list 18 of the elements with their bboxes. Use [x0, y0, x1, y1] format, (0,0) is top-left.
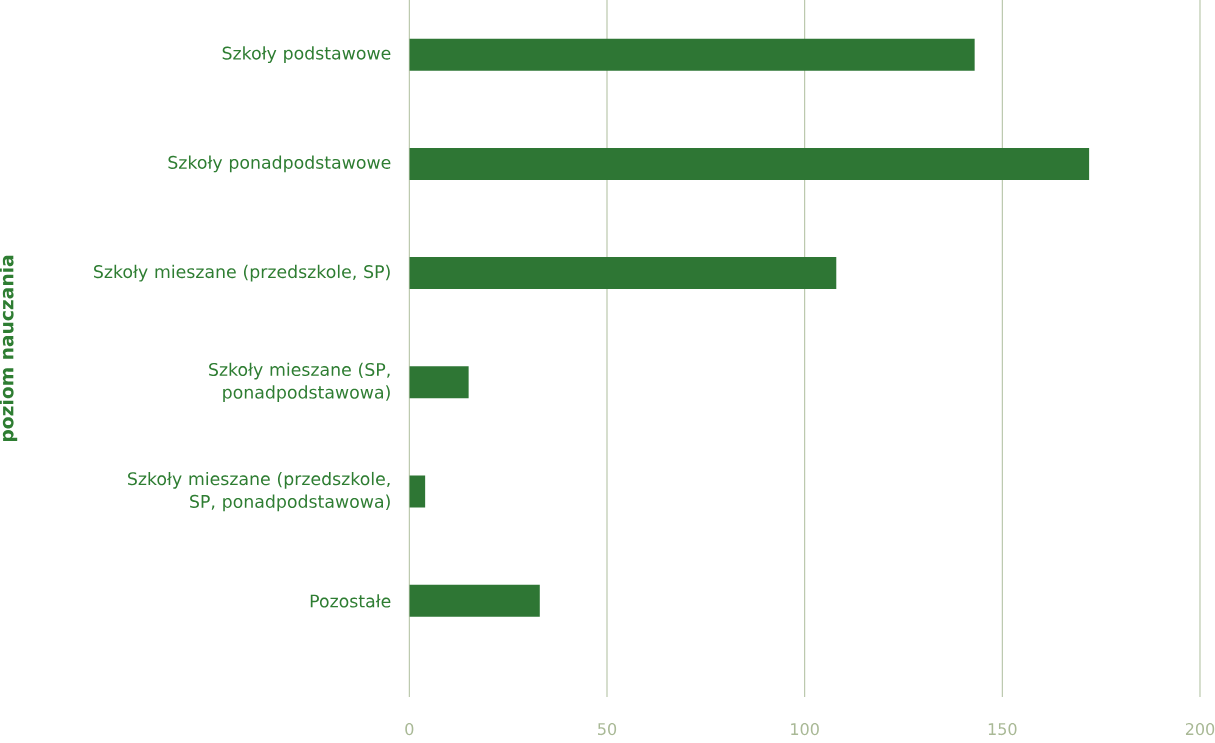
- y-tick-label: Szkoły mieszane (SP, ponadpodstawowa): [209, 362, 390, 403]
- y-tick-label: Szkoły mieszane (przedszkole, SP): [94, 264, 390, 282]
- y-axis-title: poziom nauczania: [0, 255, 18, 442]
- x-tick-label: 150: [988, 723, 1017, 736]
- x-tick-label: 50: [598, 723, 617, 736]
- bar: [409, 475, 426, 508]
- bar: [409, 38, 975, 71]
- y-tick-label: Szkoły ponadpodstawowe: [168, 155, 391, 173]
- x-tick-label: 200: [1185, 723, 1215, 736]
- bar: [409, 366, 469, 399]
- bar: [409, 257, 837, 290]
- x-tick-label: 0: [405, 723, 414, 736]
- x-tick-label: 100: [791, 723, 819, 736]
- y-tick-label: Szkoły podstawowe: [222, 46, 391, 64]
- y-tick-label: Pozostałe: [310, 594, 391, 608]
- y-tick-label: Szkoły mieszane (przedszkole, SP, ponadpodstawowa): [128, 471, 390, 512]
- bar: [409, 584, 540, 617]
- bar: [409, 147, 1090, 180]
